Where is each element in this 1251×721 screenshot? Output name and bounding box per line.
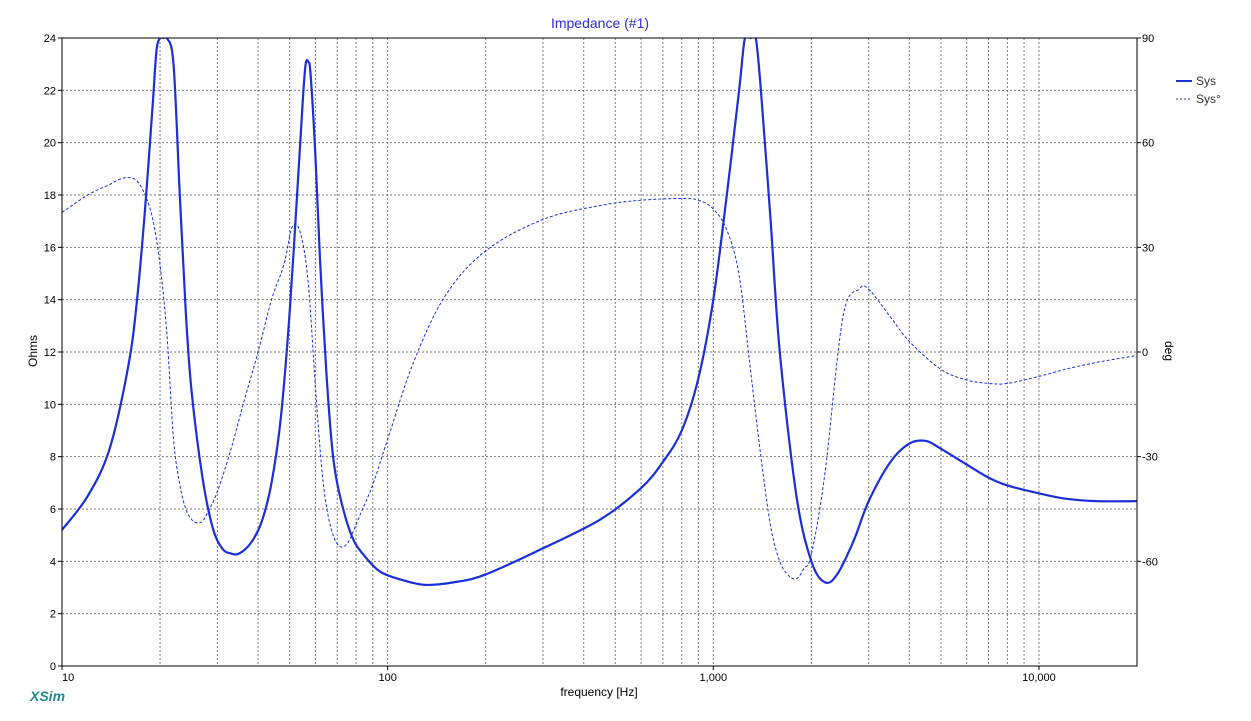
xsim-logo: XSim	[29, 688, 65, 704]
y-tick-label: 4	[50, 556, 56, 568]
y2-tick-label: 60	[1142, 138, 1154, 150]
y-tick-label: 16	[44, 242, 56, 254]
series-layer	[62, 38, 1137, 587]
y-tick-label: 22	[44, 85, 56, 97]
plot-border	[61, 37, 1138, 667]
grid-lines	[62, 38, 1137, 666]
legend: Sys Sys°	[1176, 74, 1221, 106]
y2-tick-label: 0	[1142, 347, 1148, 359]
y2-tick-label: 90	[1142, 33, 1154, 45]
y-tick-label: 18	[44, 190, 56, 202]
x-tick-label: 1,000	[700, 672, 728, 684]
y-axis-label: Ohms	[26, 335, 40, 367]
y2-axis-label: deg	[1162, 341, 1176, 361]
y2-tick-label: -30	[1142, 452, 1158, 464]
y-tick-label: 2	[50, 609, 56, 621]
y-tick-label: 0	[50, 661, 56, 673]
x-axis-label: frequency [Hz]	[560, 685, 637, 699]
y2-tick-label: -60	[1142, 556, 1158, 568]
y-tick-label: 6	[50, 504, 56, 516]
y-tick-label: 10	[44, 399, 56, 411]
y-tick-label: 20	[44, 138, 56, 150]
y-tick-label: 12	[44, 347, 56, 359]
legend-label-sys: Sys	[1196, 74, 1216, 88]
x-tick-label: 100	[378, 672, 396, 684]
y2-tick-label: 30	[1142, 242, 1154, 254]
x-tick-label: 10,000	[1022, 672, 1056, 684]
x-tick-label: 10	[62, 672, 74, 684]
y-tick-label: 14	[44, 295, 56, 307]
series-line-sys-phase	[62, 177, 1137, 580]
chart-title: Impedance (#1)	[551, 15, 649, 31]
y-tick-label: 8	[50, 452, 56, 464]
series-line-sys	[62, 38, 1137, 587]
y-tick-label: 24	[44, 33, 56, 45]
legend-label-sys-phase: Sys°	[1196, 92, 1221, 106]
